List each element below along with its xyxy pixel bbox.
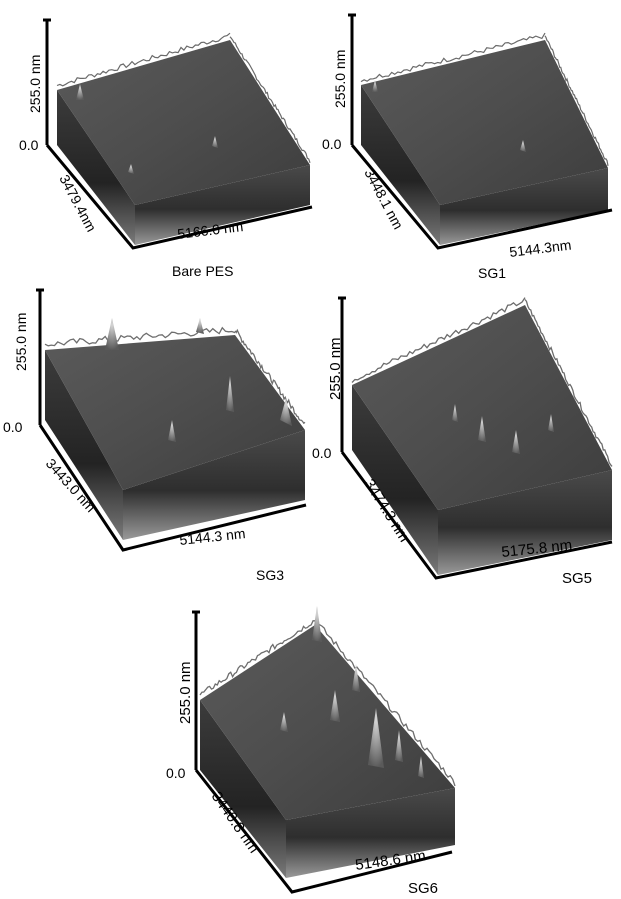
zero-label: 0.0 [312,445,332,461]
sample-label: SG3 [256,567,284,583]
afm-panel-sg1: 255.0 nm 0.0 3448.1 nm 5144.3nm SG1 [322,13,613,281]
zero-label: 0.0 [3,419,23,435]
z-axis-label: 255.0 nm [327,337,344,400]
afm-panel-bare-pes: 255.0 nm 0.0 3479.4nm 5166.0 nm Bare PES [19,18,313,279]
sample-label: SG5 [562,570,592,587]
surface-3d-render [199,606,456,878]
zero-label: 0.0 [166,765,186,781]
z-axis-label: 255.0 nm [13,313,29,371]
afm-panel-sg6: 255.0 nm 0.0 3440.8 nm 5148.6 nm SG6 [166,606,456,897]
base-axis [350,144,613,250]
sample-label: SG1 [478,265,506,281]
afm-panel-sg3: 255.0 nm 0.0 3443.0 nm 5144.3 nm SG3 [3,288,307,583]
x-axis-label: 5144.3 nm [179,525,246,548]
zero-label: 0.0 [19,137,39,153]
sample-label: SG6 [408,880,438,897]
surface-3d-render [56,32,311,245]
base-axis [38,424,307,552]
z-axis-label: 255.0 nm [27,55,43,113]
base-axis [45,144,313,250]
x-axis-label: 5144.3nm [508,237,572,260]
surface-3d-render [44,318,306,540]
z-axis-label: 255.0 nm [332,50,348,108]
afm-panel-sg5: 255.0 nm 0.0 3474.3 nm 5175.8 nm SG5 [312,296,613,587]
surface-3d-render [351,297,613,575]
base-axis [194,769,453,894]
zero-label: 0.0 [322,136,342,152]
z-axis-label: 255.0 nm [177,661,194,724]
base-axis [340,451,613,580]
surface-3d-render [360,32,609,245]
sample-label: Bare PES [172,263,233,279]
